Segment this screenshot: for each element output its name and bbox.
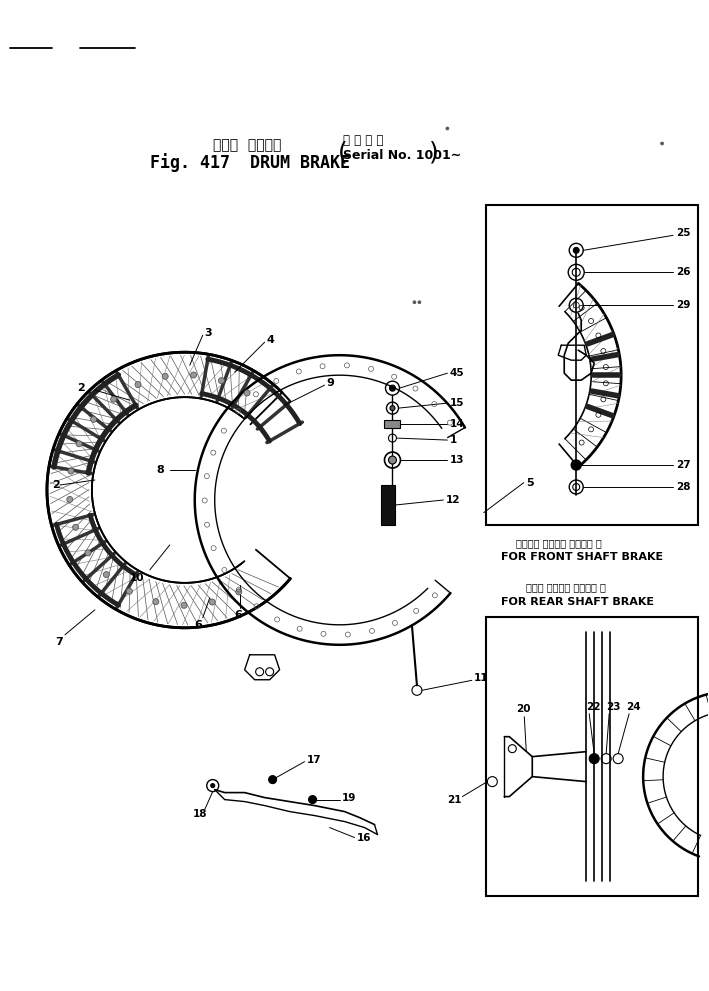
Text: 20: 20: [516, 704, 531, 714]
Text: 5: 5: [526, 478, 533, 488]
Circle shape: [236, 589, 242, 595]
Circle shape: [308, 796, 317, 804]
Bar: [486, 616, 698, 897]
Text: 16: 16: [357, 832, 371, 842]
Text: 9: 9: [327, 379, 335, 388]
Text: 8: 8: [157, 465, 164, 475]
Text: 28: 28: [676, 482, 691, 492]
Text: フロント シャフト ブレーキ 用: フロント シャフト ブレーキ 用: [516, 538, 602, 548]
Text: 29: 29: [676, 300, 691, 310]
Circle shape: [389, 456, 396, 464]
Text: 13: 13: [450, 455, 464, 465]
Text: 14: 14: [450, 419, 464, 429]
Circle shape: [218, 378, 225, 384]
Text: 12: 12: [445, 495, 460, 505]
Text: 17: 17: [306, 754, 321, 765]
Circle shape: [72, 524, 79, 530]
Text: ): ): [430, 141, 439, 165]
Bar: [384, 420, 401, 428]
Circle shape: [67, 496, 73, 502]
Circle shape: [573, 248, 579, 254]
Text: 3: 3: [205, 328, 213, 338]
Circle shape: [181, 603, 187, 608]
Text: 24: 24: [626, 702, 641, 712]
Circle shape: [76, 441, 82, 447]
Text: 18: 18: [193, 809, 207, 819]
Text: 7: 7: [55, 637, 62, 647]
Text: ドラム  ブレーキ: ドラム ブレーキ: [213, 139, 281, 153]
Circle shape: [589, 753, 599, 764]
Circle shape: [104, 572, 109, 578]
Text: (: (: [337, 141, 347, 165]
Text: リヤー シャフト ブレーキ 用: リヤー シャフト ブレーキ 用: [526, 582, 606, 592]
Circle shape: [91, 416, 96, 422]
Bar: [381, 485, 396, 525]
Circle shape: [191, 372, 196, 378]
Text: 4: 4: [267, 335, 274, 345]
Circle shape: [390, 405, 395, 410]
Text: 25: 25: [676, 228, 691, 239]
Circle shape: [153, 599, 159, 605]
Text: 11: 11: [474, 673, 489, 684]
Text: FOR REAR SHAFT BRAKE: FOR REAR SHAFT BRAKE: [501, 597, 654, 606]
Circle shape: [413, 300, 416, 304]
Text: 適 用 号 機: 適 用 号 機: [342, 134, 383, 147]
Text: 22: 22: [586, 702, 601, 712]
Circle shape: [85, 550, 91, 556]
Circle shape: [269, 776, 277, 784]
Text: 6: 6: [235, 609, 242, 619]
Text: 23: 23: [606, 702, 620, 712]
Circle shape: [661, 142, 664, 145]
Circle shape: [389, 385, 396, 391]
Circle shape: [209, 599, 216, 606]
Text: 6: 6: [195, 619, 203, 630]
Text: 21: 21: [447, 795, 462, 805]
Text: 45: 45: [450, 369, 464, 379]
Text: 2: 2: [52, 480, 60, 490]
Text: 26: 26: [676, 268, 691, 277]
Bar: [486, 205, 698, 525]
Circle shape: [135, 382, 141, 387]
Text: 10: 10: [130, 573, 145, 583]
Text: Serial No. 1001∼: Serial No. 1001∼: [342, 149, 461, 162]
Circle shape: [211, 784, 215, 788]
Text: 27: 27: [676, 460, 691, 470]
Circle shape: [446, 127, 449, 130]
Circle shape: [244, 389, 250, 396]
Text: 19: 19: [342, 793, 356, 803]
Text: 15: 15: [450, 398, 464, 408]
Circle shape: [111, 396, 116, 402]
Text: FOR FRONT SHAFT BRAKE: FOR FRONT SHAFT BRAKE: [501, 552, 664, 562]
Circle shape: [68, 468, 74, 474]
Circle shape: [126, 589, 133, 595]
Circle shape: [571, 460, 581, 470]
Circle shape: [162, 374, 168, 380]
Circle shape: [418, 300, 421, 304]
Text: 2: 2: [77, 384, 84, 393]
Text: 1: 1: [450, 435, 457, 445]
Text: Fig. 417  DRUM BRAKE: Fig. 417 DRUM BRAKE: [150, 153, 350, 172]
